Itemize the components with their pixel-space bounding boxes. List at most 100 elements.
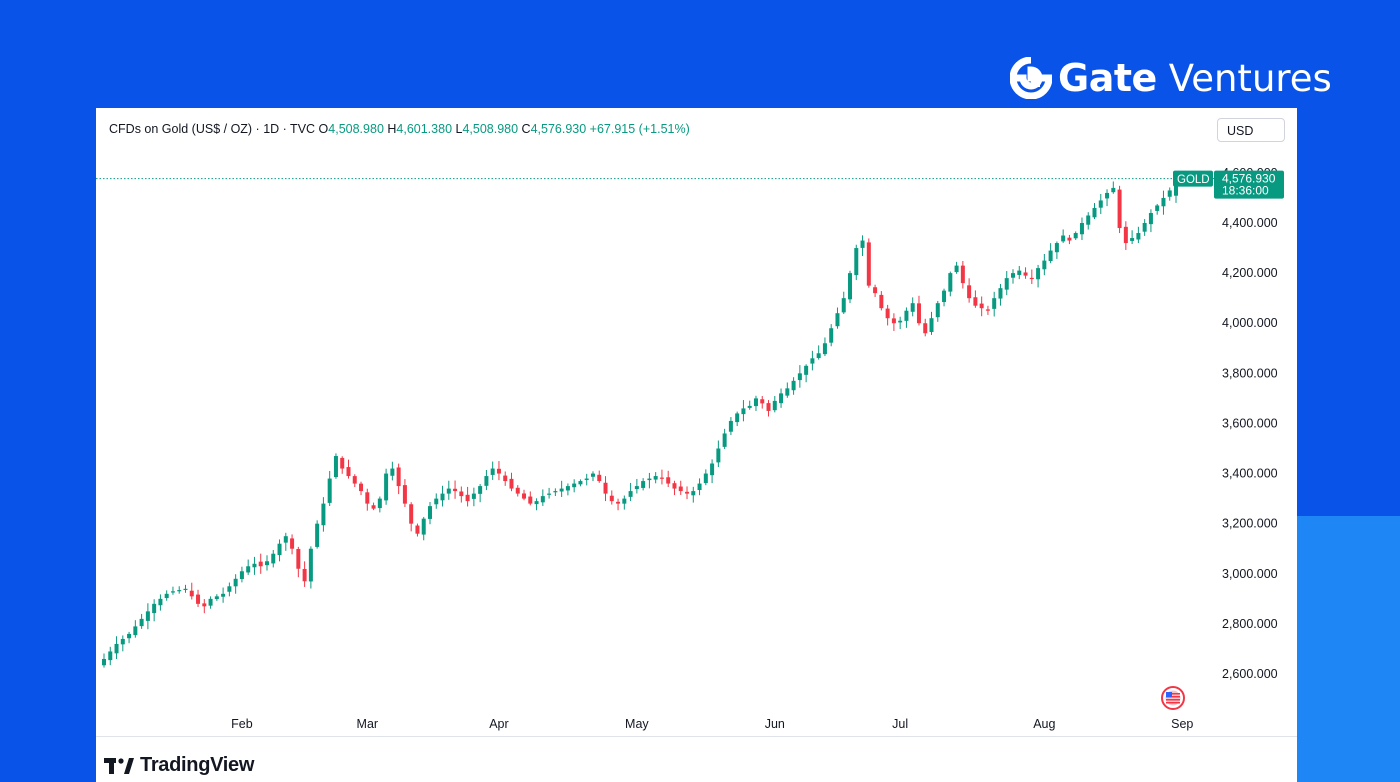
us-flag-event-icon[interactable]: [1161, 686, 1185, 710]
brand-name: Gate: [1058, 56, 1157, 100]
candle-body: [346, 467, 351, 477]
candle-body: [1155, 205, 1160, 211]
x-tick-label: Feb: [231, 717, 253, 731]
candle-body: [333, 456, 338, 478]
x-tick-label: Mar: [357, 717, 379, 731]
legend-o-label: O: [318, 122, 329, 136]
candle-body: [935, 303, 940, 318]
y-tick-label: 3,800.000: [1222, 366, 1278, 380]
candle-body: [760, 399, 765, 404]
candle-body: [797, 373, 802, 381]
candle-body: [716, 448, 721, 463]
candle-body: [352, 476, 357, 484]
legend-close: 4,576.930: [530, 122, 587, 136]
candle-body: [139, 618, 144, 627]
currency-button[interactable]: USD: [1217, 118, 1285, 142]
candle-body: [490, 468, 495, 475]
candle-body: [120, 638, 125, 645]
candle-body: [866, 242, 871, 286]
candle-body: [998, 288, 1003, 299]
candle-body: [214, 596, 219, 600]
candle-body: [841, 298, 846, 313]
candle-body: [1130, 238, 1135, 241]
candle-body: [1067, 237, 1072, 241]
candle-body: [685, 491, 690, 494]
candle-body: [616, 501, 621, 504]
candle-body: [252, 563, 257, 568]
candle-body: [584, 478, 589, 480]
candle-body: [1048, 250, 1053, 262]
candle-body: [202, 603, 207, 607]
candle-body: [678, 486, 683, 492]
candle-body: [359, 483, 364, 492]
candle-body: [522, 493, 527, 499]
x-tick-label: Jul: [892, 717, 908, 731]
candle-body: [446, 488, 451, 494]
candle-body: [829, 328, 834, 343]
candle-body: [340, 457, 345, 469]
price-chart[interactable]: 2,600.000 2,800.000 3,000.000 3,200.000 3,40…: [96, 108, 1297, 736]
candle-body: [779, 393, 784, 404]
candle-body: [916, 303, 921, 324]
candle-body: [1004, 278, 1009, 290]
footer-divider: [96, 736, 1297, 737]
candle-body: [590, 473, 595, 477]
candle-body: [923, 323, 928, 334]
tradingview-brand[interactable]: TradingView: [104, 754, 254, 777]
candle-body: [434, 498, 439, 505]
candle-body: [747, 405, 752, 408]
candle-body: [327, 478, 332, 503]
candle-body: [804, 365, 809, 375]
candle-body: [628, 491, 633, 497]
candle-body: [885, 308, 890, 319]
candle-body: [1023, 272, 1028, 276]
candle-body: [722, 433, 727, 447]
candle-body: [102, 658, 106, 666]
candle-body: [772, 400, 777, 411]
candle-body: [1092, 207, 1097, 218]
candle-body: [854, 248, 859, 276]
candle-body: [127, 633, 132, 639]
candle-body: [145, 611, 150, 621]
candle-body: [158, 598, 163, 606]
candle-body: [848, 273, 853, 300]
candle-body: [509, 478, 514, 489]
candle-body: [728, 420, 733, 432]
candle-body: [954, 265, 959, 273]
legend-low: 4,508.980: [462, 122, 519, 136]
candle-body: [653, 476, 658, 480]
y-tick-label: 4,400.000: [1222, 216, 1278, 230]
y-tick-label: 3,600.000: [1222, 416, 1278, 430]
gate-ventures-brand: Gate Ventures: [1010, 52, 1332, 104]
x-tick-label: May: [625, 717, 649, 731]
chart-panel: CFDs on Gold (US$ / OZ) · 1D · TVC O4,50…: [96, 108, 1297, 782]
candle-body: [597, 474, 602, 482]
candle-body: [553, 491, 558, 493]
tradingview-logo-icon: [104, 757, 134, 774]
background-accent: [1296, 516, 1400, 782]
candle-body: [227, 586, 232, 592]
candle-body: [559, 488, 564, 492]
candle-body: [942, 290, 947, 303]
candle-body: [565, 486, 570, 491]
candle-body: [710, 463, 715, 476]
candle-body: [528, 496, 533, 504]
candle-body: [264, 561, 269, 566]
legend-high: 4,601.380: [396, 122, 453, 136]
y-tick-label: 4,000.000: [1222, 316, 1278, 330]
candle-body: [791, 380, 796, 391]
candle-body: [1105, 192, 1110, 199]
candle-body: [1161, 197, 1166, 207]
candle-body: [196, 594, 201, 604]
candle-body: [296, 548, 301, 569]
candle-body: [315, 523, 320, 547]
candle-body: [659, 477, 664, 479]
candle-body: [741, 408, 746, 415]
candle-body: [396, 467, 401, 487]
candle-body: [471, 493, 476, 499]
candle-body: [484, 476, 489, 486]
candle-body: [622, 498, 627, 504]
candle-body: [672, 483, 677, 489]
candle-body: [114, 643, 119, 654]
candle-body: [208, 598, 213, 606]
